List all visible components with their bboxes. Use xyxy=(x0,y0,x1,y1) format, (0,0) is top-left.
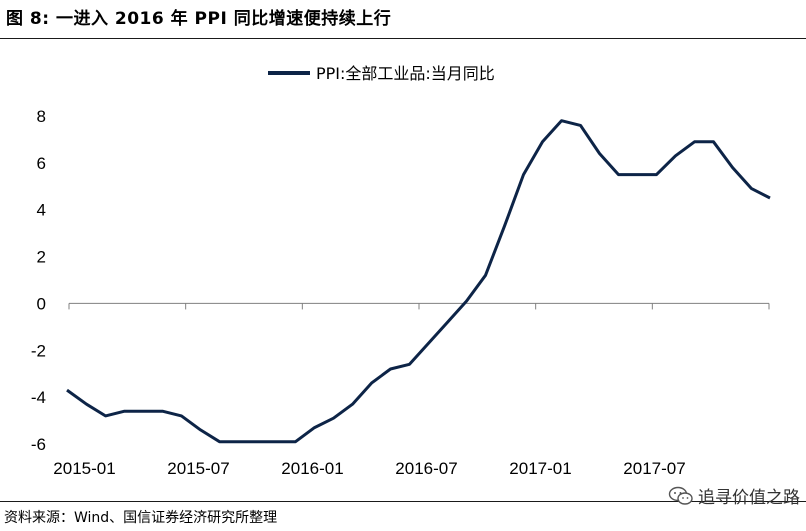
x-tick-label: 2016-07 xyxy=(395,459,457,478)
figure-title: 图 8: 一进入 2016 年 PPI 同比增速便持续上行 xyxy=(6,9,392,29)
y-tick-label: 2 xyxy=(37,248,46,267)
y-tick-label: 4 xyxy=(37,201,46,220)
x-tick-label: 2016-01 xyxy=(281,459,343,478)
x-axis xyxy=(68,302,770,310)
y-tick-label: -4 xyxy=(31,388,46,407)
watermark-text: 追寻价值之路 xyxy=(698,488,800,508)
bottom-rule xyxy=(0,501,806,502)
y-tick-label: -2 xyxy=(31,341,46,360)
x-tick-label: 2017-01 xyxy=(509,459,571,478)
legend: PPI:全部工业品:当月同比 xyxy=(268,64,495,83)
y-tick-label: -6 xyxy=(31,435,46,454)
x-tick-label: 2015-01 xyxy=(53,459,115,478)
top-rule xyxy=(0,38,806,39)
watermark: 追寻价值之路 xyxy=(668,483,800,508)
x-tick-label: 2017-07 xyxy=(623,459,685,478)
y-tick-label: 0 xyxy=(37,294,46,313)
source-note: 资料来源：Wind、国信证券经济研究所整理 xyxy=(4,510,278,526)
y-tick-label: 8 xyxy=(37,107,46,126)
y-tick-label: 6 xyxy=(37,154,46,173)
x-axis-ticks: 2015-01 2015-07 2016-01 2016-07 2017-01 2017-… xyxy=(53,459,685,478)
y-axis-ticks: 8 6 4 2 0 -2 -4 -6 xyxy=(31,107,46,454)
series-line-ppi xyxy=(66,119,771,444)
x-tick-label: 2015-07 xyxy=(167,459,229,478)
series-group xyxy=(66,119,771,444)
legend-label: PPI:全部工业品:当月同比 xyxy=(316,64,495,83)
wechat-icon xyxy=(668,486,693,505)
